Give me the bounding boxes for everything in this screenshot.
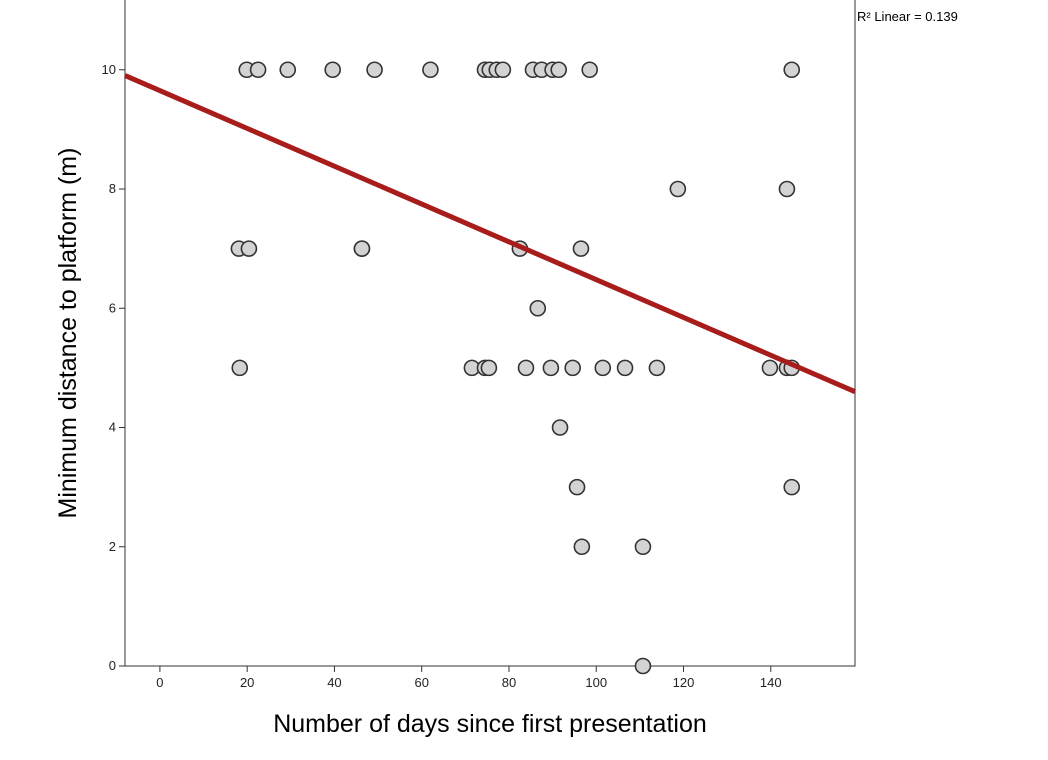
- data-point: [568, 478, 586, 496]
- data-point: [581, 61, 599, 79]
- data-point: [480, 359, 498, 377]
- data-point: [231, 359, 249, 377]
- data-point: [542, 359, 560, 377]
- x-tick-label: 0: [156, 675, 163, 690]
- data-point: [564, 359, 581, 377]
- data-point: [594, 359, 612, 377]
- data-point: [366, 61, 383, 79]
- x-tick-label: 120: [673, 675, 695, 690]
- y-axis-label: Minimum distance to platform (m): [54, 148, 82, 519]
- data-point: [761, 359, 779, 377]
- r2-annotation: R² Linear = 0.139: [857, 9, 958, 24]
- y-tick-label: 2: [109, 539, 116, 554]
- data-point: [783, 61, 801, 79]
- data-point: [324, 61, 341, 79]
- y-tick-label: 0: [109, 658, 116, 673]
- y-tick-label: 10: [102, 62, 116, 77]
- data-point: [529, 299, 547, 317]
- data-point: [494, 61, 512, 79]
- data-point: [550, 61, 568, 79]
- x-tick-label: 40: [327, 675, 341, 690]
- x-tick-label: 100: [585, 675, 607, 690]
- plot-frame: [124, 0, 856, 667]
- x-tick-label: 60: [414, 675, 428, 690]
- data-point: [669, 180, 687, 198]
- data-point: [279, 61, 297, 79]
- x-axis-label: Number of days since first presentation: [273, 710, 707, 738]
- data-point: [572, 240, 590, 257]
- data-point: [648, 359, 666, 377]
- data-point: [517, 359, 535, 377]
- y-tick-label: 6: [109, 300, 116, 315]
- x-tick-label: 20: [240, 675, 254, 690]
- regression-line: [124, 73, 856, 395]
- data-point: [778, 180, 796, 198]
- data-point: [249, 61, 267, 79]
- y-tick-label: 8: [109, 181, 116, 196]
- data-point: [551, 419, 569, 436]
- data-point: [616, 359, 634, 377]
- data-point: [783, 478, 801, 496]
- data-point: [634, 657, 652, 675]
- data-point: [240, 240, 258, 257]
- data-point: [573, 538, 591, 556]
- x-tick-label: 80: [502, 675, 516, 690]
- data-point: [422, 61, 439, 79]
- x-tick-label: 140: [760, 675, 782, 690]
- data-point: [634, 538, 652, 556]
- data-point: [353, 240, 371, 257]
- y-tick-label: 4: [109, 420, 116, 435]
